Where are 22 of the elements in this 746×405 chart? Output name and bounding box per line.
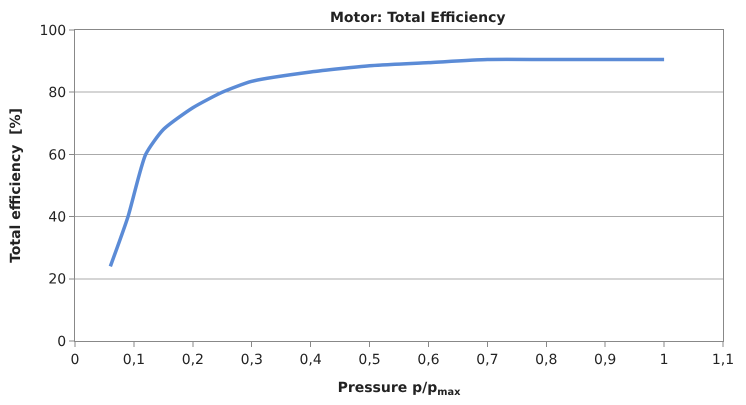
line-series bbox=[108, 58, 666, 268]
x-tick-label: 0,7 bbox=[476, 352, 498, 368]
x-axis-title: Pressure p/p$_{max}$ bbox=[338, 380, 462, 398]
y-tick-label: 40 bbox=[48, 210, 66, 226]
y-tick-label: 20 bbox=[48, 272, 66, 288]
y-tick-label: 60 bbox=[48, 147, 66, 164]
x-tick-label: 0,3 bbox=[240, 352, 263, 368]
chart-title: Motor: Total Efficiency bbox=[330, 10, 506, 26]
x-tick-label: 0,5 bbox=[358, 352, 381, 368]
x-tick-label: 1,1 bbox=[712, 352, 734, 368]
x-tick-label: 0,9 bbox=[594, 352, 616, 368]
y-tick-label: 0 bbox=[57, 334, 66, 350]
y-axis-title: Total efficiency [%] bbox=[8, 108, 24, 263]
y-tick-label: 80 bbox=[48, 85, 66, 102]
x-tick-label: 0,6 bbox=[417, 352, 440, 368]
x-tick-label: 0,2 bbox=[182, 352, 204, 368]
x-tick-label: 0,8 bbox=[535, 352, 558, 368]
x-tick-label: 0,1 bbox=[122, 352, 146, 368]
x-tick-label: 0,4 bbox=[300, 352, 322, 368]
y-tick-label: 100 bbox=[39, 22, 66, 39]
x-tick-label: 1 bbox=[660, 352, 669, 368]
x-tick-label: 0 bbox=[70, 352, 80, 368]
